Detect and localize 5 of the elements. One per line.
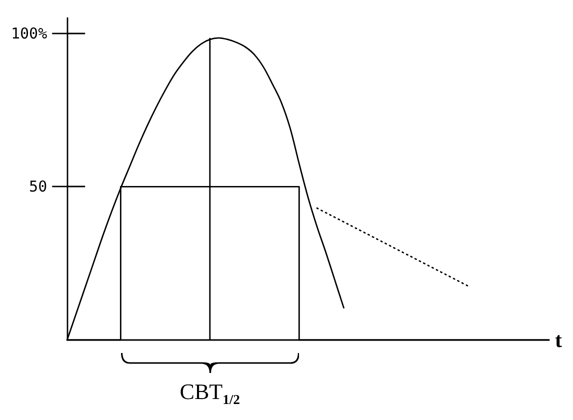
x-axis-title: t (555, 328, 562, 352)
y-tick-label: 100% (11, 24, 48, 42)
text: CBT$_{1/2}$ (180, 379, 240, 409)
y-tick-label: 50 (29, 178, 48, 196)
line-series (316, 207, 470, 288)
